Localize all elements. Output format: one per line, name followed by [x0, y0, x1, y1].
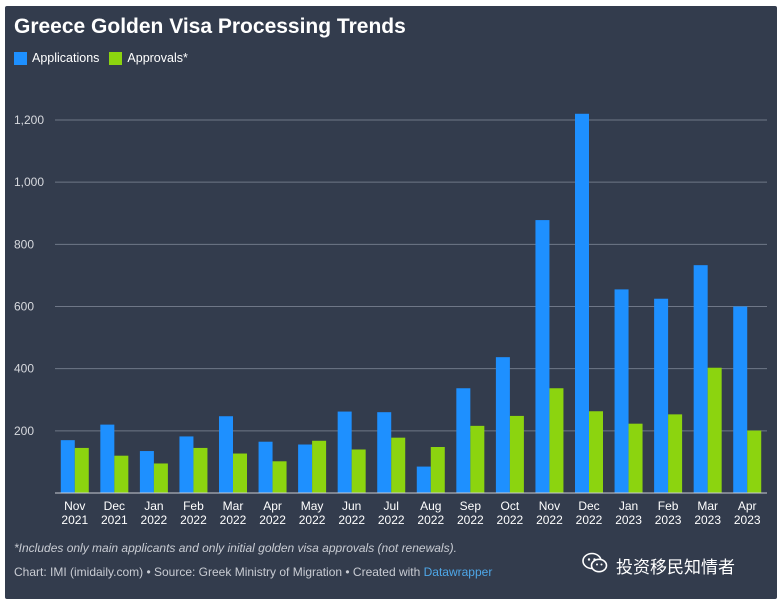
x-tick-label: 2022 — [220, 513, 247, 527]
legend-swatch — [109, 51, 123, 65]
legend-item-approvals: Approvals* — [109, 51, 188, 65]
bar-applications — [179, 436, 194, 493]
bar-applications — [535, 220, 550, 494]
x-tick-label: 2021 — [61, 513, 88, 527]
bar-applications — [416, 466, 431, 493]
x-tick-label: 2022 — [536, 513, 563, 527]
bar-approvals — [153, 463, 168, 493]
x-tick-label: 2022 — [457, 513, 484, 527]
legend-item-applications: Applications — [14, 51, 99, 65]
bar-applications — [614, 289, 629, 493]
x-tick-label: 2021 — [101, 513, 128, 527]
y-tick-label: 800 — [14, 237, 34, 251]
x-tick-label: Mar — [697, 499, 718, 513]
bar-approvals — [114, 455, 129, 493]
x-tick-label: 2022 — [497, 513, 524, 527]
x-tick-label: Nov — [64, 499, 85, 513]
y-tick-label: 1,200 — [14, 113, 44, 127]
bar-approvals — [312, 440, 327, 493]
x-tick-label: 2022 — [338, 513, 365, 527]
bar-applications — [495, 357, 510, 493]
x-tick-label: Mar — [223, 499, 244, 513]
source-text: Chart: IMI (imidaily.com) • Source: Gree… — [14, 565, 424, 579]
x-tick-label: 2022 — [417, 513, 444, 527]
x-tick-label: 2023 — [655, 513, 682, 527]
x-tick-label: 2022 — [259, 513, 286, 527]
bar-applications — [219, 416, 233, 493]
bar-applications — [654, 298, 669, 493]
bar-approvals — [430, 446, 445, 493]
x-tick-label: Dec — [104, 499, 125, 513]
x-tick-label: Aug — [420, 499, 441, 513]
x-tick-label: 2022 — [378, 513, 405, 527]
x-tick-label: May — [301, 499, 324, 513]
x-tick-label: 2022 — [299, 513, 326, 527]
legend: Applications Approvals* — [14, 51, 198, 65]
x-tick-label: 2023 — [734, 513, 761, 527]
bar-approvals — [549, 388, 564, 493]
y-tick-label: 200 — [14, 424, 34, 438]
x-tick-label: Apr — [263, 499, 282, 513]
watermark: 投资移民知情者 — [582, 552, 735, 579]
x-tick-label: Jan — [619, 499, 638, 513]
bar-approvals — [351, 449, 366, 493]
x-tick-label: Oct — [501, 499, 520, 513]
bar-applications — [100, 424, 115, 493]
y-tick-label: 600 — [14, 300, 34, 314]
x-tick-label: 2022 — [180, 513, 207, 527]
bar-applications — [337, 411, 352, 493]
datawrapper-link[interactable]: Datawrapper — [423, 565, 493, 579]
bar-approvals — [391, 437, 406, 493]
x-tick-label: 2022 — [141, 513, 168, 527]
bar-applications — [298, 444, 313, 493]
source-line: Chart: IMI (imidaily.com) • Source: Gree… — [14, 565, 492, 579]
bar-applications — [693, 265, 708, 493]
y-tick-label: 1,000 — [14, 175, 44, 189]
bar-applications — [456, 388, 471, 493]
x-tick-label: Feb — [658, 499, 679, 513]
wechat-icon — [582, 552, 608, 579]
bar-approvals — [668, 414, 683, 493]
bar-approvals — [628, 423, 643, 493]
bar-approvals — [233, 453, 247, 493]
bar-applications — [60, 440, 75, 493]
bar-approvals — [589, 411, 603, 493]
bar-applications — [575, 113, 589, 494]
bar-approvals — [272, 461, 287, 493]
bar-approvals — [193, 447, 208, 493]
bar-applications — [258, 441, 273, 493]
bar-approvals — [747, 430, 762, 493]
x-tick-label: 2022 — [576, 513, 603, 527]
x-tick-label: Apr — [738, 499, 757, 513]
x-tick-label: Nov — [539, 499, 560, 513]
chart-title: Greece Golden Visa Processing Trends — [14, 15, 406, 38]
y-tick-label: 400 — [14, 362, 34, 376]
x-tick-label: 2023 — [615, 513, 642, 527]
legend-label: Approvals* — [127, 51, 188, 65]
bar-approvals — [470, 425, 485, 493]
bar-approvals — [707, 367, 722, 493]
x-tick-label: Jun — [342, 499, 361, 513]
x-tick-label: Jul — [384, 499, 399, 513]
legend-swatch — [14, 51, 27, 65]
bar-approvals — [509, 415, 524, 493]
watermark-text: 投资移民知情者 — [616, 558, 735, 578]
chart-card — [5, 6, 777, 599]
legend-label: Applications — [32, 51, 100, 65]
x-tick-label: Sep — [460, 499, 482, 513]
bar-applications — [733, 306, 748, 493]
bar-approvals — [74, 447, 89, 493]
footnote: *Includes only main applicants and only … — [14, 541, 457, 555]
x-tick-label: Dec — [578, 499, 599, 513]
bar-applications — [377, 412, 392, 493]
x-tick-label: 2023 — [694, 513, 721, 527]
x-tick-label: Jan — [144, 499, 163, 513]
bar-applications — [139, 451, 154, 493]
x-tick-label: Feb — [183, 499, 204, 513]
